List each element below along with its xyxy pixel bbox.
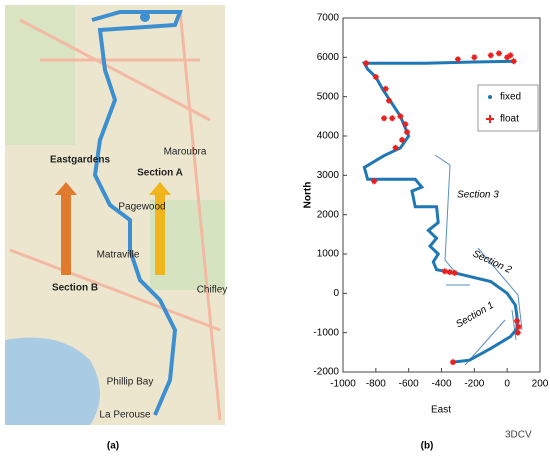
x-tick-label: -600 [399,379,419,390]
float-point [382,85,389,92]
float-point [404,129,411,136]
float-point [397,113,404,120]
float-point [449,359,456,366]
map-roads [9,9,222,421]
x-tick-label: -1000 [330,379,356,390]
section-brackets [434,154,523,366]
y-tick-label: 7000 [317,13,340,24]
float-point [372,74,379,80]
map-label: Eastgardens [50,155,110,166]
y-tick-label: 5000 [317,91,340,102]
float-point [362,60,369,67]
legend-label: float [500,114,519,125]
float-point [514,329,521,336]
legend-box [477,84,539,132]
float-point [441,268,448,275]
x-tick-label: 0 [504,379,510,390]
map-park [5,5,75,145]
float-point [471,54,478,61]
float-point [381,115,388,122]
fixed-track [361,59,519,364]
float-point [515,323,522,330]
y-tick-label: -2000 [313,367,339,378]
caption: (a) [107,441,119,452]
float-point [389,115,396,122]
float-point [451,269,458,276]
legend-marker [488,95,492,99]
float-point [507,52,514,59]
x-tick-label: -800 [366,379,386,390]
caption: (b) [421,441,434,452]
map-label: Chifley [197,285,228,296]
route [91,10,183,416]
legend-label: fixed [500,92,521,103]
x-tick-label: -400 [431,379,451,390]
map-label: Section B [52,283,98,294]
y-tick-label: -1000 [313,327,339,338]
annotation: Section 3 [457,190,499,201]
y-tick-label: 2000 [317,209,340,220]
map-label: Section A [137,168,183,179]
float-point [446,269,453,276]
float-point [510,58,517,65]
arrow-b [55,182,77,275]
y-tick-label: 0 [333,288,339,299]
map-water [5,337,100,425]
map-label: Phillip Bay [107,377,154,388]
y-tick-label: 4000 [317,131,340,142]
float-point [371,178,378,185]
x-tick-label: -200 [464,379,484,390]
float-point [514,317,521,324]
float-point [402,121,409,128]
map-label: La Perouse [99,410,151,421]
arrow-a [149,182,171,275]
watermark: 3DCV [505,430,532,441]
y-tick-label: 6000 [317,52,340,63]
y-axis-label: North [303,182,314,209]
map-label: Maroubra [164,147,207,158]
float-point [385,97,392,104]
float-point [399,136,406,143]
legend-marker [486,115,494,123]
float-point [392,144,399,151]
x-axis-label: East [431,405,451,416]
float-point [487,52,494,59]
float-point [495,50,502,57]
map-label: Matraville [97,250,140,261]
y-tick-label: 3000 [317,170,340,181]
float-point [454,56,461,63]
float-point [504,54,511,61]
start-point [140,12,150,22]
annotation: Section 2 [471,248,514,276]
y-tick-label: 1000 [317,249,340,260]
plot-frame [342,17,541,373]
map-label: Pagewood [118,202,165,213]
x-tick-label: 200 [532,379,549,390]
annotation: Section 1 [454,300,496,330]
